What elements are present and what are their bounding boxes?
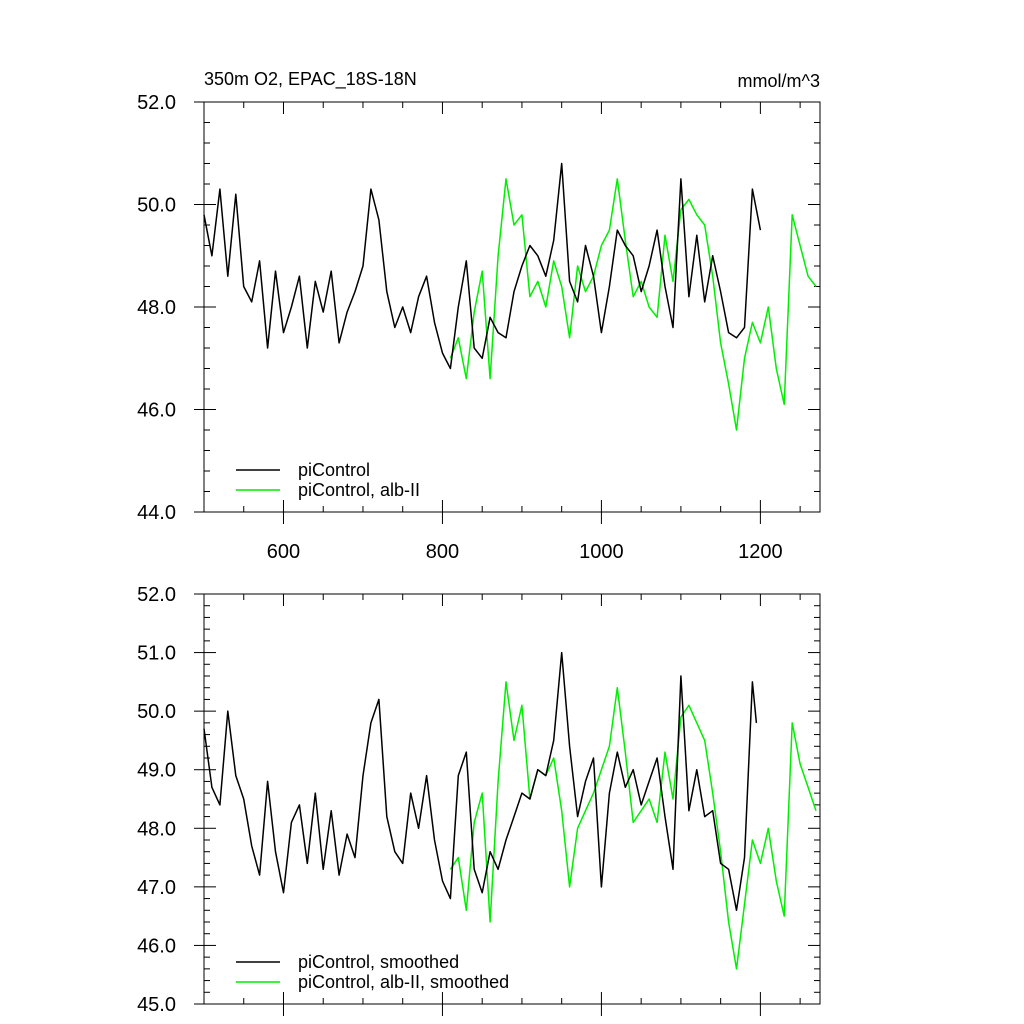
bottom-y-tick-label: 49.0: [137, 760, 176, 782]
top-x-tick-label: 1200: [738, 541, 783, 563]
bottom-panel-frame: [203, 593, 821, 1005]
bottom-y-tick-label: 47.0: [137, 877, 176, 899]
bottom-y-tick-label: 52.0: [137, 584, 176, 606]
top-panel-y-tick-labels: 44.0 46.0 48.0 50.0 52.0: [137, 92, 176, 524]
top-y-tick-label: 46.0: [137, 400, 176, 422]
top-series-line-alb-ii: [449, 178, 817, 431]
top-y-tick-label: 52.0: [137, 92, 176, 114]
bottom-y-tick-label: 50.0: [137, 701, 176, 723]
bottom-series-line-alb-ii: [449, 681, 817, 970]
top-y-tick-label: 48.0: [137, 297, 176, 319]
bottom-panel: 45.0 46.0 47.0 48.0 49.0 50.0 51.0 52.0 piContr…: [137, 584, 821, 1016]
bottom-y-tick-label: 48.0: [137, 818, 176, 840]
top-panel-grid-ticks: [194, 101, 820, 524]
bottom-panel-grid-ticks: [194, 593, 820, 1016]
top-series-line-picontrol: [203, 162, 762, 370]
top-y-tick-label: 50.0: [137, 195, 176, 217]
top-x-tick-label: 600: [267, 541, 300, 563]
top-panel-x-tick-labels: 600 800 1000 1200: [267, 541, 783, 563]
bottom-y-tick-label: 51.0: [137, 643, 176, 665]
bottom-y-tick-label: 46.0: [137, 935, 176, 957]
bottom-panel-series: [203, 651, 817, 970]
top-legend-label: piControl: [298, 460, 370, 480]
top-panel-title: 350m O2, EPAC_18S-18N: [204, 69, 417, 90]
bottom-legend-label: piControl, alb-II, smoothed: [298, 972, 509, 992]
bottom-legend-label: piControl, smoothed: [298, 952, 459, 972]
top-panel-series: [203, 162, 817, 431]
bottom-panel-y-tick-labels: 45.0 46.0 47.0 48.0 49.0 50.0 51.0 52.0: [137, 584, 176, 1016]
bottom-y-tick-label: 45.0: [137, 994, 176, 1016]
top-legend-label: piControl, alb-II: [298, 480, 420, 500]
top-y-tick-label: 44.0: [137, 502, 176, 524]
top-panel-units: mmol/m^3: [738, 71, 820, 91]
top-x-tick-label: 1000: [579, 541, 624, 563]
top-panel: 350m O2, EPAC_18S-18N mmol/m^3 44.046.04…: [137, 69, 821, 563]
top-x-tick-label: 800: [426, 541, 459, 563]
top-panel-frame: [203, 101, 821, 513]
bottom-series-line-picontrol: [203, 651, 758, 912]
